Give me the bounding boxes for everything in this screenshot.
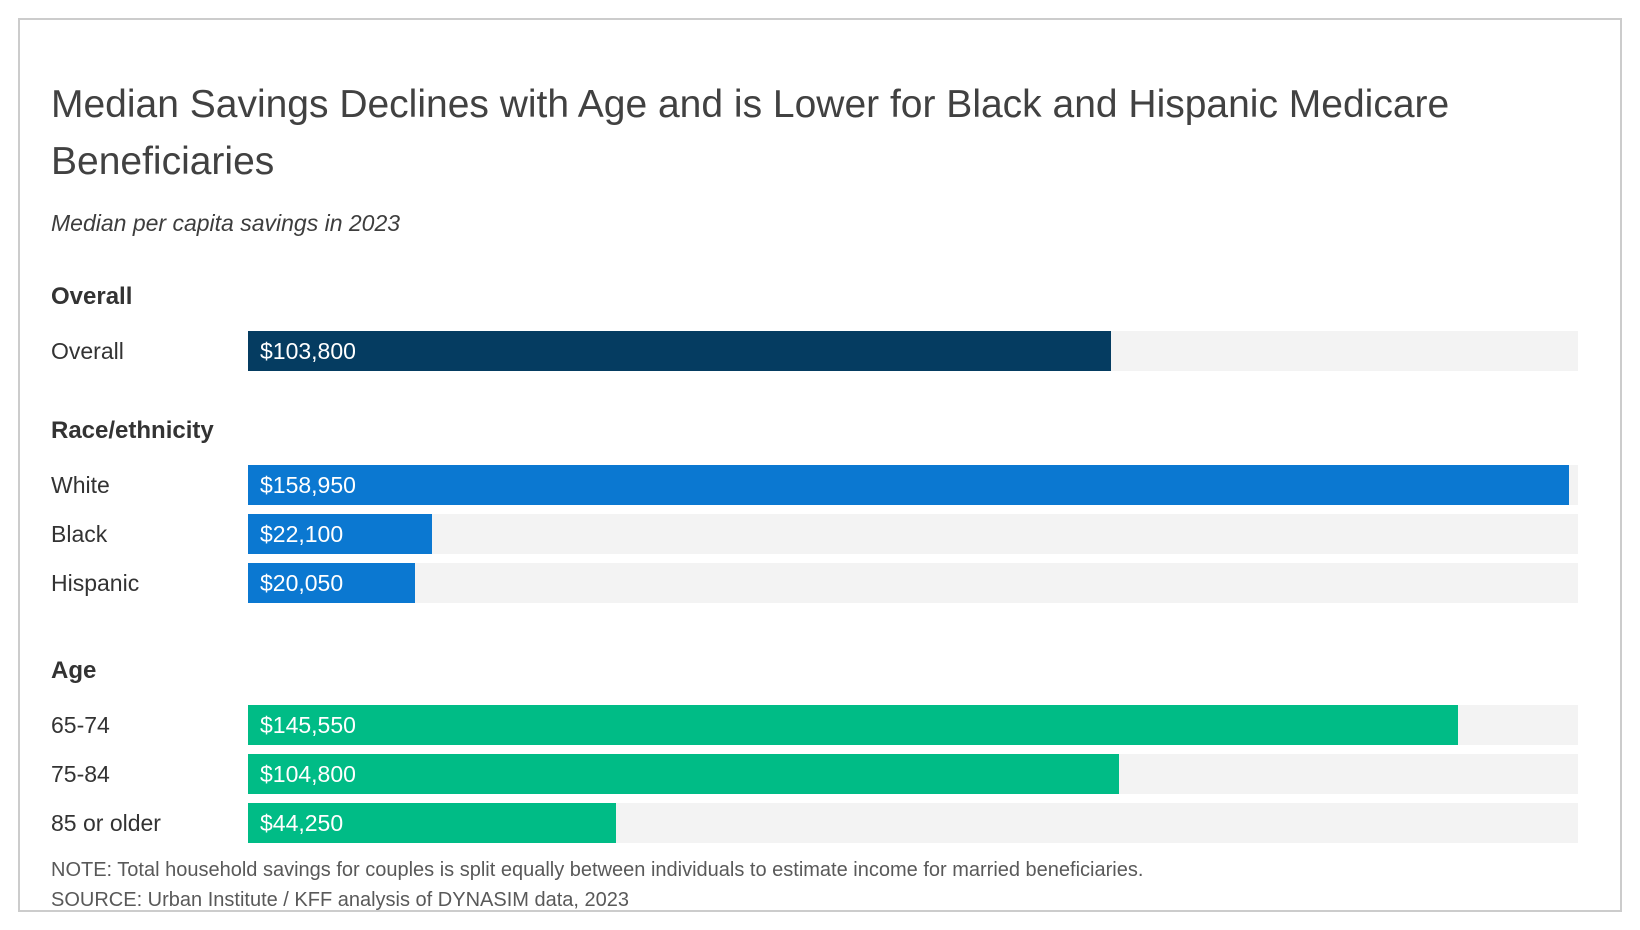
bar-value-65-74: $145,550 [260, 711, 356, 738]
bar-value-black: $22,100 [260, 520, 344, 547]
bar-85-or-older: $44,250 [248, 803, 616, 843]
chart-subtitle: Median per capita savings in 2023 [51, 210, 401, 236]
chart-title: Median Savings Declines with Age and is … [51, 83, 1450, 183]
bar-row-overall: Overall $103,800 [51, 331, 1578, 371]
bar-row-65-74: 65-74 $145,550 [51, 705, 1578, 745]
source-text: SOURCE: Urban Institute / KFF analysis o… [51, 889, 630, 911]
bar-75-84: $104,800 [248, 754, 1120, 794]
bar-track-75-84: $104,800 [248, 754, 1578, 794]
bar-white: $158,950 [248, 465, 1570, 505]
section-race-ethnicity: Race/ethnicity White $158,950 Black $22,… [51, 417, 1578, 603]
bar-track-85-or-older: $44,250 [248, 803, 1578, 843]
bar-row-85-or-older: 85 or older $44,250 [51, 803, 1578, 843]
bar-row-hispanic: Hispanic $20,050 [51, 563, 1578, 603]
bar-track-65-74: $145,550 [248, 705, 1578, 745]
bar-track-overall: $103,800 [248, 331, 1578, 371]
bar-track-black: $22,100 [248, 514, 1578, 554]
bar-65-74: $145,550 [248, 705, 1458, 745]
bar-value-85-or-older: $44,250 [260, 809, 344, 836]
bar-row-white: White $158,950 [51, 465, 1578, 505]
bar-overall: $103,800 [248, 331, 1111, 371]
chart-card: Median Savings Declines with Age and is … [18, 18, 1622, 912]
row-label-black: Black [51, 520, 108, 547]
footnotes: NOTE: Total household savings for couple… [51, 855, 1578, 915]
bar-track-white: $158,950 [248, 465, 1578, 505]
bar-value-overall: $103,800 [260, 337, 356, 364]
bar-value-hispanic: $20,050 [260, 569, 344, 596]
bar-hispanic: $20,050 [248, 563, 415, 603]
row-label-overall: Overall [51, 337, 124, 364]
row-label-white: White [51, 471, 110, 498]
bar-value-75-84: $104,800 [260, 760, 356, 787]
section-header-age: Age [51, 657, 97, 684]
bar-black: $22,100 [248, 514, 432, 554]
section-header-overall: Overall [51, 283, 133, 310]
row-label-85-or-older: 85 or older [51, 809, 161, 836]
section-header-race-ethnicity: Race/ethnicity [51, 417, 214, 444]
bar-row-black: Black $22,100 [51, 514, 1578, 554]
section-overall: Overall Overall $103,800 [51, 283, 1578, 371]
section-age: Age 65-74 $145,550 75-84 $104,800 85 or … [51, 657, 1578, 843]
bar-row-75-84: 75-84 $104,800 [51, 754, 1578, 794]
bar-value-white: $158,950 [260, 471, 356, 498]
row-label-75-84: 75-84 [51, 760, 110, 787]
bar-track-hispanic: $20,050 [248, 563, 1578, 603]
note-text: NOTE: Total household savings for couple… [51, 859, 1144, 881]
row-label-65-74: 65-74 [51, 711, 110, 738]
row-label-hispanic: Hispanic [51, 569, 140, 596]
